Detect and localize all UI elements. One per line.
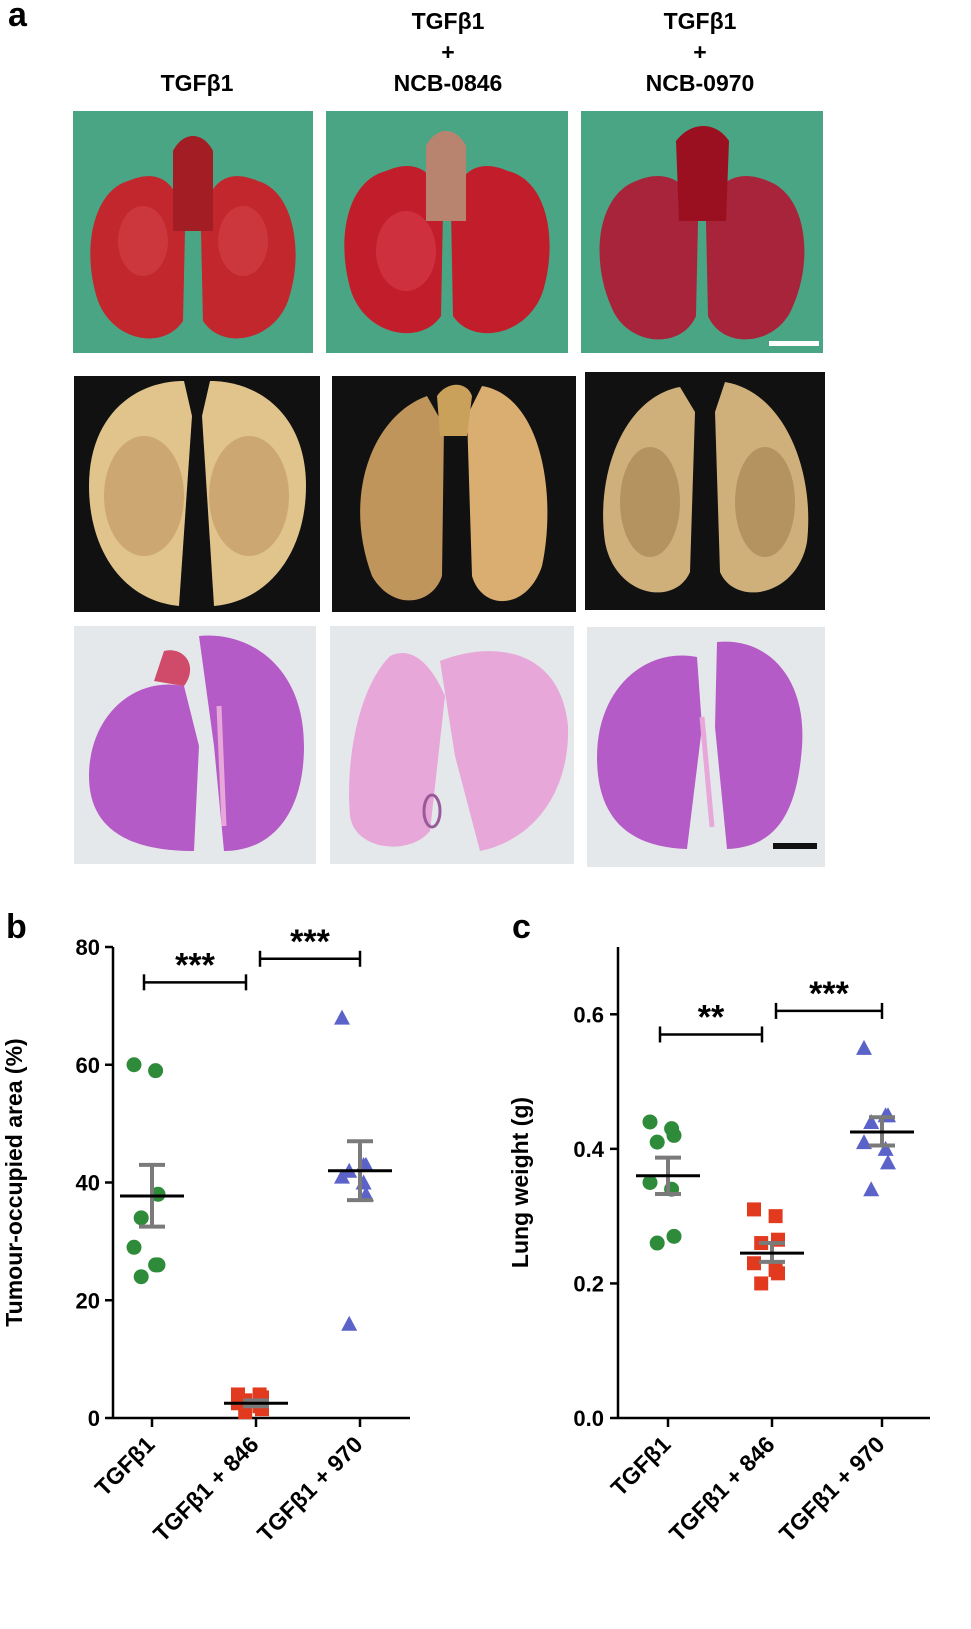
column-title-line: TGFβ1 [663, 8, 737, 34]
x-tick-label: TGFβ1 + 970 [774, 1431, 890, 1547]
column-title-line: NCB-0970 [645, 70, 755, 96]
x-tick-label: TGFβ1 [606, 1431, 676, 1501]
data-point-circle [642, 1114, 658, 1130]
data-point-square [238, 1405, 253, 1420]
data-point-triangle [877, 1140, 894, 1156]
photo-fresh-lung-ncb0970 [581, 111, 823, 353]
column-title-line: + [441, 39, 455, 65]
data-point-triangle [334, 1168, 350, 1184]
column-title-line: TGFβ1 [411, 8, 485, 34]
y-tick-label: 0.2 [573, 1271, 604, 1296]
x-tick-label: TGFβ1 + 970 [252, 1431, 368, 1547]
data-point-circle [642, 1175, 658, 1190]
data-point-triangle [863, 1113, 880, 1129]
y-tick-label: 0.0 [573, 1406, 604, 1431]
column-title-ncb0846: TGFβ1 + NCB-0846 [328, 6, 568, 99]
x-tick-label: TGFβ1 + 846 [664, 1431, 780, 1547]
histology-image [349, 651, 569, 851]
fixed-lung-image [360, 384, 548, 602]
data-point-circle [133, 1210, 149, 1226]
column-title-line: + [693, 39, 707, 65]
data-point-circle [649, 1235, 665, 1251]
data-point-triangle [856, 1039, 872, 1055]
y-axis-label: Tumour-occupied area (%) [1, 1038, 27, 1326]
data-point-square [754, 1276, 769, 1291]
fixed-lung-image [89, 381, 306, 606]
significance-label: *** [809, 975, 849, 1013]
y-tick-label: 40 [76, 1171, 100, 1196]
data-point-square [747, 1202, 761, 1217]
fresh-lung-image [344, 131, 550, 334]
panel-c-label: c [512, 908, 531, 946]
significance-label: ** [698, 998, 725, 1036]
data-point-triangle [334, 1009, 350, 1025]
column-title-ncb0970: TGFβ1 + NCB-0970 [580, 6, 820, 99]
data-point-circle [150, 1186, 166, 1202]
x-tick-label: TGFβ1 + 846 [148, 1431, 264, 1547]
column-title-line: NCB-0846 [393, 70, 503, 96]
y-tick-label: 0.6 [573, 1002, 604, 1027]
photo-histology-ncb0846 [330, 626, 574, 864]
data-point-circle [126, 1057, 142, 1073]
photo-fresh-lung-tgfb1 [73, 111, 313, 353]
column-title-line: TGFβ1 [160, 70, 234, 96]
photo-fresh-lung-ncb0846 [326, 111, 568, 353]
histology-image [597, 641, 803, 849]
fresh-lung-image [599, 126, 805, 340]
column-title-tgfb1: TGFβ1 [77, 68, 317, 99]
photo-histology-tgfb1 [74, 626, 316, 864]
y-tick-label: 60 [76, 1053, 100, 1078]
x-tick-label: TGFβ1 [90, 1431, 160, 1501]
data-point-triangle [856, 1134, 872, 1150]
histology-image [89, 635, 304, 851]
panel-b-label: b [6, 908, 27, 946]
data-point-triangle [863, 1181, 880, 1197]
y-tick-label: 0.4 [573, 1137, 604, 1162]
scale-bar [773, 843, 817, 849]
photo-fixed-lung-ncb0970 [585, 372, 825, 610]
photo-histology-ncb0970 [587, 627, 825, 867]
panel-a-label: a [8, 0, 27, 34]
data-point-triangle [880, 1154, 896, 1170]
data-point-square [768, 1209, 783, 1224]
data-point-circle [148, 1063, 164, 1079]
data-point-triangle [341, 1315, 358, 1331]
y-tick-label: 80 [76, 935, 100, 960]
data-point-circle [126, 1239, 142, 1255]
y-tick-label: 0 [88, 1406, 100, 1431]
data-point-circle [666, 1127, 682, 1143]
y-axis-label: Lung weight (g) [507, 1097, 533, 1268]
photo-fixed-lung-tgfb1 [74, 376, 320, 612]
data-point-square [771, 1266, 785, 1281]
data-point-square [747, 1256, 761, 1271]
data-point-circle [150, 1257, 166, 1273]
fixed-lung-image [603, 382, 809, 593]
significance-label: *** [175, 946, 215, 984]
photo-fixed-lung-ncb0846 [332, 376, 576, 612]
data-point-circle [133, 1269, 149, 1285]
significance-label: *** [290, 923, 330, 961]
y-tick-label: 20 [76, 1288, 100, 1313]
fresh-lung-image [90, 136, 296, 339]
scale-bar [769, 341, 819, 346]
data-point-circle [649, 1134, 665, 1150]
data-point-circle [666, 1228, 682, 1244]
